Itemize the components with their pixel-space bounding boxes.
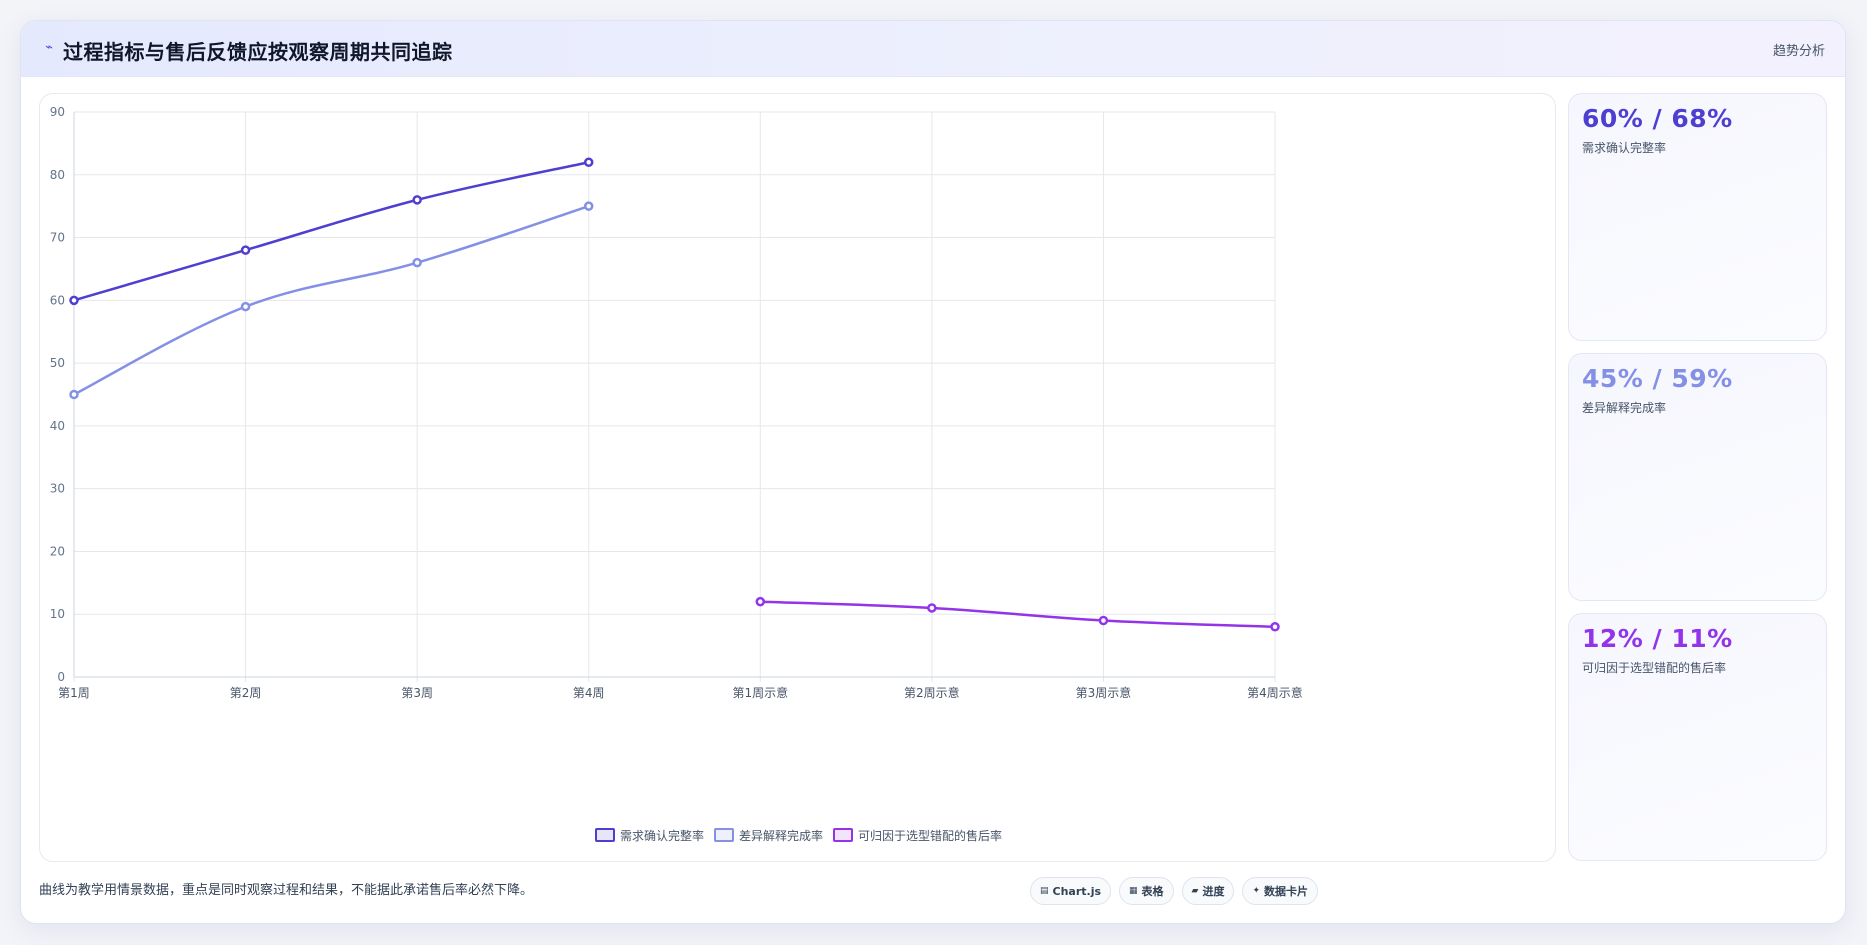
x-tick-label: 第2周示意 <box>904 685 960 700</box>
x-tick-label: 第3周 <box>401 686 433 700</box>
legend-item[interactable]: 差异解释完成率 <box>713 827 823 844</box>
y-tick-label: 40 <box>50 419 65 433</box>
data-point <box>69 295 79 306</box>
data-point <box>69 389 79 400</box>
legend-label: 需求确认完整率 <box>619 828 704 843</box>
y-tick-label: 60 <box>50 293 65 307</box>
trend-analysis-badge: 趋势分析 <box>1772 44 1825 59</box>
x-tick-label: 第2周 <box>230 686 262 700</box>
y-tick-label: 70 <box>50 231 65 245</box>
data-point <box>240 245 251 255</box>
legend-item[interactable]: 需求确认完整率 <box>594 827 704 844</box>
x-tick-label: 第4周 <box>573 686 605 700</box>
series-line-3 <box>759 600 1277 629</box>
data-point <box>583 201 594 211</box>
y-tick-label: 20 <box>50 544 65 558</box>
data-point <box>240 301 251 312</box>
pill-table[interactable]: ▦ 表格 <box>1119 877 1174 905</box>
x-tick-label: 第1周示意 <box>732 685 788 700</box>
stat-label: 需求确认完整率 <box>1582 141 1667 155</box>
table-icon: ▦ <box>1129 886 1138 896</box>
line-chart: 0 10 20 30 40 50 60 70 80 90 第1周 第2周 第3周 第4周 第1周示意 第2周示… <box>50 105 1303 700</box>
progress-icon: ▰ <box>1191 886 1199 896</box>
pill-chartjs[interactable]: ▤ Chart.js <box>1030 877 1112 905</box>
legend-label: 差异解释完成率 <box>738 828 823 843</box>
y-tick-label: 50 <box>50 356 65 370</box>
tech-pills: ▤ Chart.js ▦ 表格 ▰ 进度 ✦ 数据卡片 <box>1030 877 1319 905</box>
main-card: ⌁ 过程指标与售后反馈应按观察周期共同追踪 趋势分析 0 10 20 30 40 50 60… <box>20 20 1846 924</box>
data-point <box>412 195 422 205</box>
chart-panel: 0 10 20 30 40 50 60 70 80 90 第1周 第2周 第3周 第4周 第1周示意 第2周示… <box>39 93 1556 862</box>
legend-swatch <box>833 828 853 842</box>
legend-label: 可归因于选型错配的售后率 <box>858 828 1003 843</box>
stat-card-requirement: 60% / 68% 需求确认完整率 <box>1568 93 1827 341</box>
y-tick-label: 90 <box>50 105 65 119</box>
pill-label: 数据卡片 <box>1264 885 1309 898</box>
pill-label: 表格 <box>1141 885 1164 898</box>
stat-value: 60% / 68% <box>1582 104 1733 133</box>
pill-label: Chart.js <box>1052 884 1102 898</box>
x-tick-label: 第1周 <box>58 686 90 700</box>
data-point <box>583 157 594 167</box>
legend-item[interactable]: 可归因于选型错配的售后率 <box>833 827 1002 844</box>
data-point <box>1098 615 1109 626</box>
series-line-2 <box>72 204 590 396</box>
trend-line-icon: ⌁ <box>45 40 53 55</box>
stat-label: 可归因于选型错配的售后率 <box>1582 661 1727 675</box>
stat-card-aftersales: 12% / 11% 可归因于选型错配的售后率 <box>1568 613 1827 861</box>
sparkle-icon: ✦ <box>1252 886 1261 896</box>
data-point <box>927 603 937 613</box>
stat-label: 差异解释完成率 <box>1582 401 1667 415</box>
pill-label: 进度 <box>1202 885 1225 898</box>
y-tick-label: 10 <box>50 607 65 621</box>
x-tick-label: 第4周示意 <box>1247 685 1303 700</box>
card-header: ⌁ 过程指标与售后反馈应按观察周期共同追踪 趋势分析 <box>21 21 1845 77</box>
chart-legend: 需求确认完整率 差异解释完成率 可归因于选型错配的售后率 <box>40 825 1557 845</box>
pill-progress[interactable]: ▰ 进度 <box>1181 877 1235 905</box>
pill-data-card[interactable]: ✦ 数据卡片 <box>1242 877 1319 905</box>
data-point <box>1270 622 1280 632</box>
chart-icon: ▤ <box>1040 886 1049 896</box>
page-title: 过程指标与售后反馈应按观察周期共同追踪 <box>63 40 453 64</box>
data-point <box>412 257 422 268</box>
stat-card-explanation: 45% / 59% 差异解释完成率 <box>1568 353 1827 601</box>
stat-value: 12% / 11% <box>1582 624 1733 653</box>
series-line-1 <box>72 160 590 302</box>
chart-footnote: 曲线为教学用情景数据，重点是同时观察过程和结果，不能据此承诺售后率必然下降。 <box>39 883 534 898</box>
data-point <box>755 596 766 607</box>
x-tick-label: 第3周示意 <box>1076 685 1132 700</box>
y-tick-label: 80 <box>50 168 65 182</box>
y-tick-label: 0 <box>57 670 65 684</box>
stat-value: 45% / 59% <box>1582 364 1733 393</box>
legend-swatch <box>713 828 734 842</box>
y-tick-label: 30 <box>50 482 65 496</box>
legend-swatch <box>594 828 615 842</box>
